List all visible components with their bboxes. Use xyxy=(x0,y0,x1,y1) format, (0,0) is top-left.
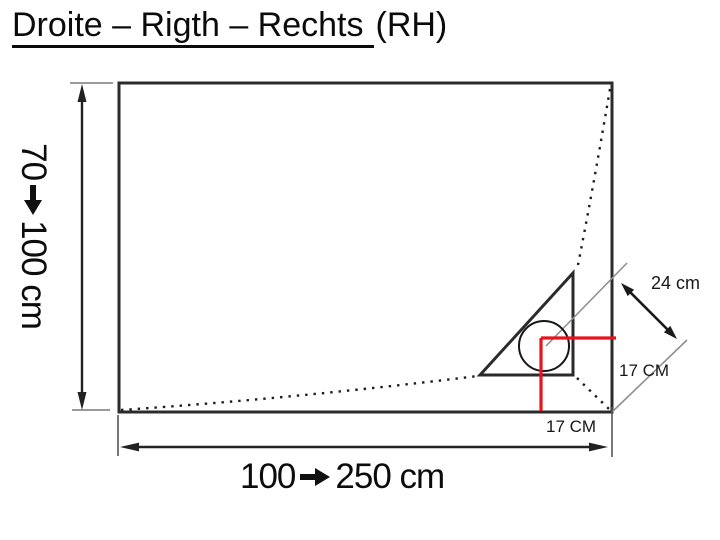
page-title-main: Droite – Rigth – Rechts xyxy=(12,6,374,48)
width-from-value: 100 xyxy=(240,457,296,496)
width-dim-arrowhead-right xyxy=(589,442,608,452)
dotted-guide-corner xyxy=(576,377,610,410)
drain-circle xyxy=(518,320,570,372)
diagonal-dim-arrowhead-down xyxy=(663,325,677,339)
height-from-value: 70 xyxy=(14,143,53,181)
corner-cut-triangle xyxy=(476,269,575,377)
height-dim-arrowhead-up xyxy=(77,84,87,102)
range-arrow-head xyxy=(315,468,331,486)
range-arrow-head xyxy=(24,200,42,216)
tray-outline xyxy=(117,81,614,414)
height-range-label: 70 100 cm xyxy=(13,143,53,329)
range-arrow-tail xyxy=(300,474,317,480)
dotted-guide-right xyxy=(575,88,612,271)
height-dim-arrowhead-down xyxy=(77,392,87,410)
range-arrow-icon xyxy=(300,468,331,486)
diagonal-cut-label: 24 cm xyxy=(651,273,701,293)
diagonal-dim-arrowhead-up xyxy=(621,283,635,297)
range-arrow-tail xyxy=(30,185,36,202)
width-to-value: 250 cm xyxy=(335,457,445,496)
drain-offset-right-label: 17 CM xyxy=(619,361,670,380)
diagonal-dimension-line xyxy=(626,288,672,334)
width-dim-arrowhead-left xyxy=(120,442,139,452)
extension-line-corner xyxy=(611,339,688,413)
drain-offset-bottom-label: 17 CM xyxy=(546,417,597,436)
dotted-guide-bottom xyxy=(120,374,479,412)
width-range-label: 100 250 cm xyxy=(240,457,445,497)
range-arrow-icon xyxy=(24,185,42,216)
page-title-suffix: (RH) xyxy=(375,6,448,44)
page-title: Droite – Rigth – Rechts (RH) xyxy=(12,4,448,48)
extension-line-drain xyxy=(545,262,628,347)
height-to-value: 100 cm xyxy=(14,220,53,329)
